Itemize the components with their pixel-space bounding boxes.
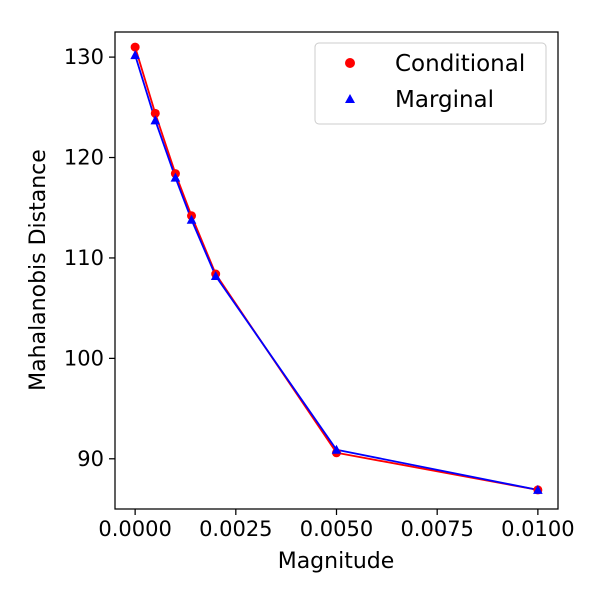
y-tick-label: 110 [64, 246, 104, 270]
legend-marker-conditional [345, 58, 355, 68]
data-point-marginal [150, 115, 161, 125]
y-tick-label: 120 [64, 146, 104, 170]
y-axis: 90 100 110 120 130 [64, 45, 115, 471]
x-tick-label: 0.0000 [98, 517, 171, 541]
y-tick-label: 100 [64, 346, 104, 370]
legend-frame [314, 42, 547, 125]
data-point-marginal [533, 484, 543, 494]
data-point-marginal [170, 172, 181, 182]
data-point-marginal [186, 214, 197, 224]
y-axis-label: Mahalanobis Distance [26, 149, 51, 391]
plot-markers [130, 42, 543, 495]
data-point-marginal [210, 271, 221, 281]
legend-label-marginal: Marginal [395, 87, 494, 113]
x-tick-label: 0.0100 [501, 517, 574, 541]
x-tick-label: 0.0075 [400, 517, 473, 541]
legend: Conditional Marginal [314, 42, 547, 125]
x-axis: 0.0000 0.0025 0.0050 0.0075 0.0100 [98, 509, 575, 541]
x-tick-label: 0.0050 [300, 517, 373, 541]
x-tick-label: 0.0025 [199, 517, 272, 541]
data-point-marginal [130, 50, 140, 60]
y-tick-label: 90 [77, 447, 104, 471]
legend-label-conditional: Conditional [395, 51, 525, 77]
y-tick-label: 130 [64, 45, 104, 69]
legend-marker-marginal [345, 94, 355, 103]
data-point-conditional [130, 42, 140, 52]
data-point-conditional [150, 108, 160, 118]
data-point-marginal [331, 444, 342, 454]
x-axis-label: Magnitude [278, 549, 395, 574]
